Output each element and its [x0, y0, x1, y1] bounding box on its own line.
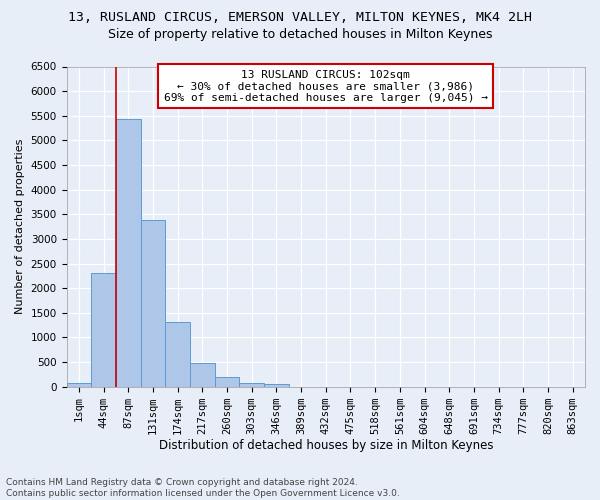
Bar	[116, 119, 140, 386]
Text: Contains HM Land Registry data © Crown copyright and database right 2024.
Contai: Contains HM Land Registry data © Crown c…	[6, 478, 400, 498]
Bar	[190, 363, 215, 386]
Text: Size of property relative to detached houses in Milton Keynes: Size of property relative to detached ho…	[108, 28, 492, 41]
Bar	[264, 384, 289, 386]
Bar	[140, 220, 165, 386]
X-axis label: Distribution of detached houses by size in Milton Keynes: Distribution of detached houses by size …	[158, 440, 493, 452]
Bar	[91, 274, 116, 386]
Bar	[165, 322, 190, 386]
Bar	[215, 378, 239, 386]
Text: 13 RUSLAND CIRCUS: 102sqm
← 30% of detached houses are smaller (3,986)
69% of se: 13 RUSLAND CIRCUS: 102sqm ← 30% of detac…	[164, 70, 488, 103]
Y-axis label: Number of detached properties: Number of detached properties	[15, 139, 25, 314]
Bar	[239, 383, 264, 386]
Bar	[67, 383, 91, 386]
Text: 13, RUSLAND CIRCUS, EMERSON VALLEY, MILTON KEYNES, MK4 2LH: 13, RUSLAND CIRCUS, EMERSON VALLEY, MILT…	[68, 11, 532, 24]
